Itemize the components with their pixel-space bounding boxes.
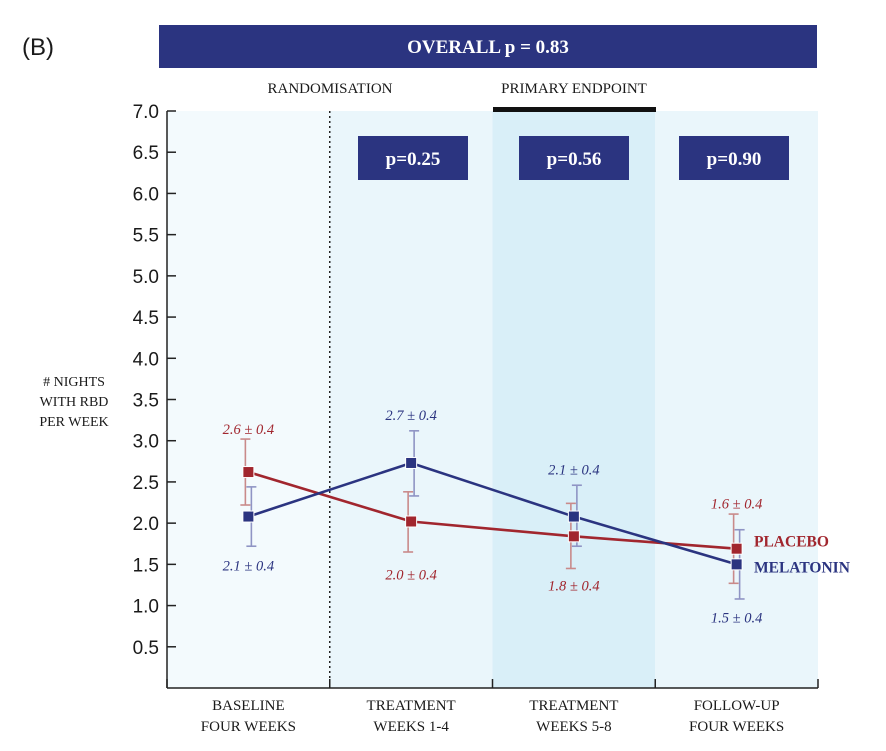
melatonin-point — [242, 510, 255, 523]
p-value-box-2-bg — [519, 136, 629, 180]
y-tick-label: 1.0 — [133, 597, 159, 618]
y-axis-title-line-2: WITH RBD — [40, 395, 109, 410]
melatonin-series-line — [247, 461, 737, 566]
placebo-point — [730, 542, 743, 555]
p-value-2: p=0.56 — [547, 149, 602, 170]
y-tick-label: 6.0 — [133, 184, 159, 205]
p-value-1: p=0.25 — [386, 149, 441, 170]
placebo-data-label: 2.6 ± 0.4 — [223, 422, 274, 438]
y-axis-title-line-3: PER WEEK — [39, 415, 108, 430]
x-category-label: WEEKS 5-8 — [536, 719, 611, 735]
p-value-3: p=0.90 — [707, 149, 762, 170]
y-tick-label: 5.0 — [133, 267, 159, 288]
melatonin-point — [405, 456, 418, 469]
x-category-label: FOUR WEEKS — [201, 719, 296, 735]
legend-melatonin: MELATONIN — [754, 559, 850, 576]
placebo-point — [242, 466, 255, 479]
p-value-boxes: p=0.25 p=0.56 p=0.90 — [358, 136, 789, 180]
melatonin-point — [567, 510, 580, 523]
melatonin-data-label: 2.1 ± 0.4 — [548, 463, 599, 479]
melatonin-data-label: 2.7 ± 0.4 — [385, 408, 436, 424]
placebo-data-label: 1.8 ± 0.4 — [548, 578, 599, 594]
x-category-label: TREATMENT — [529, 698, 618, 714]
phase-background-4 — [655, 111, 818, 688]
placebo-data-label: 1.6 ± 0.4 — [711, 497, 762, 513]
y-tick-label: 1.5 — [133, 555, 159, 576]
overall-banner: OVERALL p = 0.83 — [159, 25, 817, 68]
y-axis-title-line-1: # NIGHTS — [43, 375, 105, 390]
placebo-point — [567, 530, 580, 543]
melatonin-data-label: 1.5 ± 0.4 — [711, 610, 762, 626]
melatonin-data-label: 2.1 ± 0.4 — [223, 559, 274, 575]
legend-placebo: PLACEBO — [754, 534, 829, 551]
primary-endpoint-bar — [493, 107, 656, 112]
y-axis-title: # NIGHTS WITH RBD PER WEEK — [39, 375, 108, 430]
p-value-box-2: p=0.56 — [519, 136, 629, 180]
y-tick-label: 6.5 — [133, 143, 159, 164]
p-value-box-3: p=0.90 — [679, 136, 789, 180]
p-value-box-3-bg — [679, 136, 789, 180]
randomisation-label: RANDOMISATION — [267, 81, 392, 97]
phase-background-2 — [329, 111, 493, 688]
y-tick-label: 3.0 — [133, 432, 159, 453]
placebo-point — [405, 515, 418, 528]
x-category-label: WEEKS 1-4 — [373, 719, 449, 735]
placebo-data-label: 2.0 ± 0.4 — [385, 567, 436, 583]
y-tick-label: 4.0 — [133, 349, 159, 370]
p-value-box-1: p=0.25 — [358, 136, 468, 180]
x-category-label: FOUR WEEKS — [689, 719, 784, 735]
phase-background-3 — [492, 111, 656, 688]
y-tick-label: 7.0 — [133, 102, 159, 123]
y-tick-label: 0.5 — [133, 638, 159, 659]
x-category-label: BASELINE — [212, 698, 285, 714]
placebo-series-line — [247, 470, 737, 550]
x-category-label: TREATMENT — [367, 698, 456, 714]
y-tick-label: 4.5 — [133, 308, 159, 329]
p-value-box-1-bg — [358, 136, 468, 180]
overall-p-value: OVERALL p = 0.83 — [407, 37, 569, 58]
panel-label: (B) — [22, 34, 54, 61]
x-category-label: FOLLOW-UP — [694, 698, 780, 714]
y-tick-label: 2.5 — [133, 473, 159, 494]
phase-background-1 — [167, 111, 330, 688]
primary-endpoint-label: PRIMARY ENDPOINT — [501, 81, 647, 97]
y-tick-label: 3.5 — [133, 391, 159, 412]
y-tick-label: 5.5 — [133, 226, 159, 247]
overall-banner-bg — [159, 25, 817, 68]
melatonin-point — [730, 558, 743, 571]
y-tick-label: 2.0 — [133, 514, 159, 535]
